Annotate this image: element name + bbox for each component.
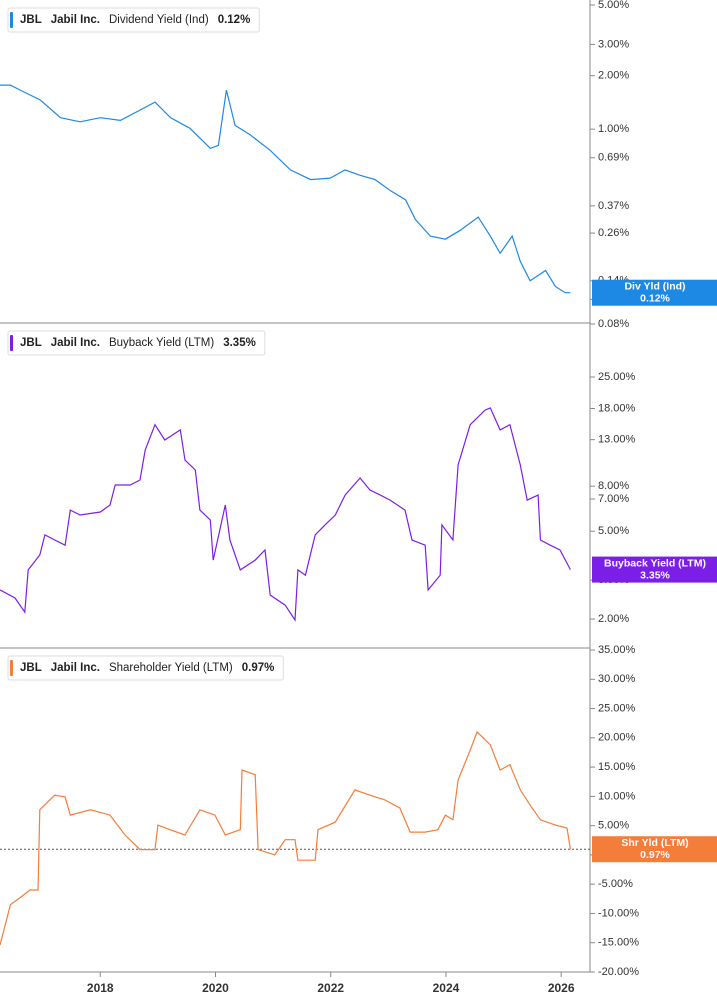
- y-tick-label: 0.08%: [598, 318, 629, 330]
- legend-series-name: Buyback Yield (LTM): [109, 337, 214, 349]
- legend-ticker: JBL: [20, 14, 42, 26]
- y-tick-label: 15.00%: [598, 761, 636, 773]
- legend: JBL Jabil Inc. Dividend Yield (Ind) 0.12%: [7, 7, 260, 33]
- y-tick-label: 1.00%: [598, 123, 629, 135]
- legend-ticker: JBL: [20, 662, 42, 674]
- y-tick-label: -5.00%: [598, 878, 633, 890]
- y-tick-label: 3.00%: [598, 38, 629, 50]
- x-tick-label: 2026: [548, 981, 575, 995]
- y-tick-label: 25.00%: [598, 702, 636, 714]
- x-tick-label: 2022: [317, 981, 344, 995]
- legend-value: 0.97%: [242, 662, 275, 674]
- x-tick-label: 2020: [202, 981, 229, 995]
- legend-ticker: JBL: [20, 337, 42, 349]
- y-tick-label: 2.00%: [598, 613, 629, 625]
- y-tick-label: 2.00%: [598, 70, 629, 82]
- legend-swatch: [10, 660, 13, 676]
- y-tick-label: 20.00%: [598, 732, 636, 744]
- y-tick-label: 0.37%: [598, 200, 629, 212]
- y-tick-label: 5.00%: [598, 0, 629, 11]
- badge-value: 0.97%: [640, 849, 670, 861]
- data-line: [0, 730, 571, 946]
- value-badge: [592, 556, 717, 583]
- legend-value: 0.12%: [218, 14, 251, 26]
- y-tick-label: 0.26%: [598, 227, 629, 239]
- x-tick-label: 2018: [87, 981, 114, 995]
- legend-box: [7, 7, 260, 33]
- legend-company: Jabil Inc.: [51, 662, 100, 674]
- y-tick-label: 5.00%: [598, 820, 629, 832]
- legend-series-name: Dividend Yield (Ind): [109, 14, 209, 26]
- y-tick-label: -15.00%: [598, 937, 639, 949]
- value-badge: [592, 279, 717, 306]
- y-tick-label: 18.00%: [598, 402, 636, 414]
- badge-label: Shr Yld (LTM): [621, 837, 688, 849]
- y-tick-label: 13.00%: [598, 434, 636, 446]
- y-tick-label: 7.00%: [598, 493, 629, 505]
- legend-value: 3.35%: [223, 337, 256, 349]
- legend-series-name: Shareholder Yield (LTM): [109, 662, 233, 674]
- y-tick-label: 8.00%: [598, 480, 629, 492]
- legend: JBL Jabil Inc. Buyback Yield (LTM) 3.35%: [7, 330, 266, 356]
- y-tick-label: 10.00%: [598, 790, 636, 802]
- data-line: [0, 407, 571, 622]
- legend-company: Jabil Inc.: [51, 14, 100, 26]
- y-tick-label: 0.69%: [598, 152, 629, 164]
- y-tick-label: 25.00%: [598, 371, 636, 383]
- data-line: [0, 84, 571, 294]
- y-tick-label: 5.00%: [598, 525, 629, 537]
- legend-box: [7, 330, 266, 356]
- legend-box: [7, 655, 284, 681]
- legend-swatch: [10, 12, 13, 28]
- badge-label: Buyback Yield (LTM): [604, 557, 706, 569]
- y-tick-label: -20.00%: [598, 966, 639, 978]
- badge-label: Div Yld (Ind): [624, 281, 685, 293]
- y-tick-label: -10.00%: [598, 907, 639, 919]
- y-tick-label: 30.00%: [598, 673, 636, 685]
- value-badge: [592, 836, 717, 863]
- legend: JBL Jabil Inc. Shareholder Yield (LTM) 0.97…: [7, 655, 284, 681]
- badge-value: 3.35%: [640, 569, 670, 581]
- badge-value: 0.12%: [640, 293, 670, 305]
- legend-swatch: [10, 335, 13, 351]
- legend-company: Jabil Inc.: [51, 337, 100, 349]
- x-tick-label: 2024: [433, 981, 460, 995]
- y-tick-label: 35.00%: [598, 644, 636, 656]
